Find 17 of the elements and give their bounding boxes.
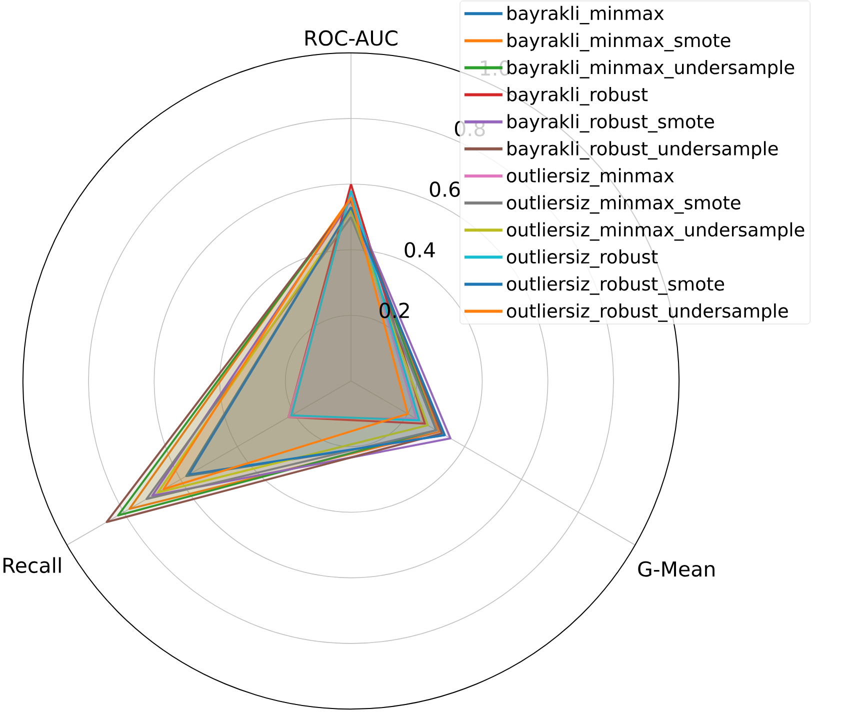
spoke-label: G-Mean <box>638 561 714 577</box>
y-tick-label: 0.4 <box>404 242 435 258</box>
y-tick-label: 0.6 <box>430 181 460 197</box>
legend-label: bayrakli_robust_smote <box>508 114 714 132</box>
legend-label: bayrakli_minmax <box>508 6 664 24</box>
legend-label: outliersiz_minmax <box>506 168 674 187</box>
legend-label: bayrakli_robust_undersample <box>508 141 778 160</box>
legend-label: outliersiz_minmax_smote <box>506 195 740 214</box>
legend-label: outliersiz_robust_undersample <box>506 303 788 322</box>
legend-label: bayrakli_robust <box>508 87 648 106</box>
legend-label: outliersiz_minmax_undersample <box>506 222 804 241</box>
legend-label: bayrakli_minmax_smote <box>508 32 730 52</box>
legend-label: bayrakli_minmax_undersample <box>508 60 794 78</box>
legend-label: outliersiz_robust <box>506 249 658 268</box>
legend-label: outliersiz_robust_smote <box>506 276 724 295</box>
spoke-label: Recall <box>3 557 61 574</box>
spoke-label: ROC-AUC <box>306 30 398 46</box>
